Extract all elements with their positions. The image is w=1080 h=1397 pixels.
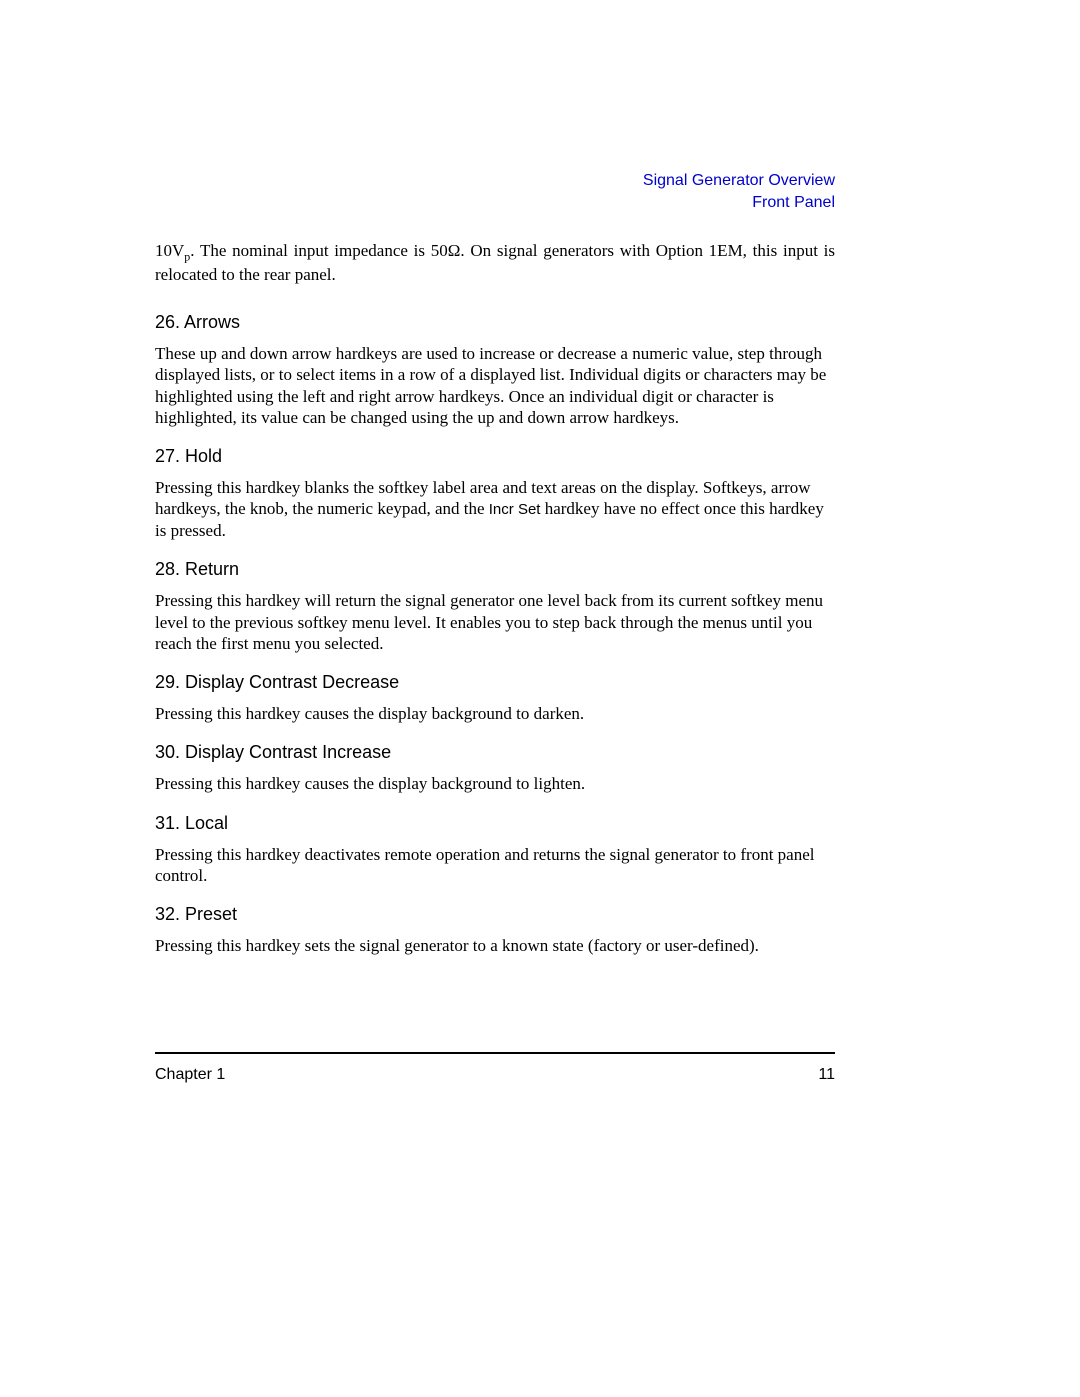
body-contrast-increase: Pressing this hardkey causes the display… bbox=[155, 773, 835, 794]
heading-contrast-decrease: 29. Display Contrast Decrease bbox=[155, 672, 835, 693]
section-contrast-decrease: 29. Display Contrast Decrease Pressing t… bbox=[155, 672, 835, 724]
intro-paragraph: 10Vp. The nominal input impedance is 50Ω… bbox=[155, 240, 835, 286]
section-return: 28. Return Pressing this hardkey will re… bbox=[155, 559, 835, 654]
front-panel-link[interactable]: Front Panel bbox=[752, 194, 835, 211]
body-return: Pressing this hardkey will return the si… bbox=[155, 590, 835, 654]
sections-container: 26. Arrows These up and down arrow hardk… bbox=[155, 294, 835, 956]
body-contrast-decrease: Pressing this hardkey causes the display… bbox=[155, 703, 835, 724]
heading-contrast-increase: 30. Display Contrast Increase bbox=[155, 742, 835, 763]
heading-return: 28. Return bbox=[155, 559, 835, 580]
incr-set-hardkey: Incr Set bbox=[489, 501, 541, 518]
heading-local: 31. Local bbox=[155, 813, 835, 834]
section-preset: 32. Preset Pressing this hardkey sets th… bbox=[155, 904, 835, 956]
intro-post: . The nominal input impedance is 50Ω. On… bbox=[155, 241, 835, 284]
section-arrows: 26. Arrows These up and down arrow hardk… bbox=[155, 312, 835, 428]
heading-preset: 32. Preset bbox=[155, 904, 835, 925]
section-contrast-increase: 30. Display Contrast Increase Pressing t… bbox=[155, 742, 835, 794]
page-footer: Chapter 1 11 bbox=[155, 1066, 835, 1084]
body-hold: Pressing this hardkey blanks the softkey… bbox=[155, 477, 835, 541]
footer-rule bbox=[155, 1052, 835, 1054]
footer-page-number: 11 bbox=[818, 1066, 835, 1084]
section-hold: 27. Hold Pressing this hardkey blanks th… bbox=[155, 446, 835, 541]
overview-link[interactable]: Signal Generator Overview bbox=[643, 172, 835, 189]
heading-hold: 27. Hold bbox=[155, 446, 835, 467]
body-preset: Pressing this hardkey sets the signal ge… bbox=[155, 935, 835, 956]
section-local: 31. Local Pressing this hardkey deactiva… bbox=[155, 813, 835, 887]
header-links: Signal Generator Overview Front Panel bbox=[643, 170, 835, 215]
heading-arrows: 26. Arrows bbox=[155, 312, 835, 333]
intro-pre: 10V bbox=[155, 241, 184, 260]
footer-chapter: Chapter 1 bbox=[155, 1066, 225, 1084]
body-arrows: These up and down arrow hardkeys are use… bbox=[155, 343, 835, 428]
page-content: Signal Generator Overview Front Panel 10… bbox=[155, 0, 835, 1397]
body-local: Pressing this hardkey deactivates remote… bbox=[155, 844, 835, 887]
